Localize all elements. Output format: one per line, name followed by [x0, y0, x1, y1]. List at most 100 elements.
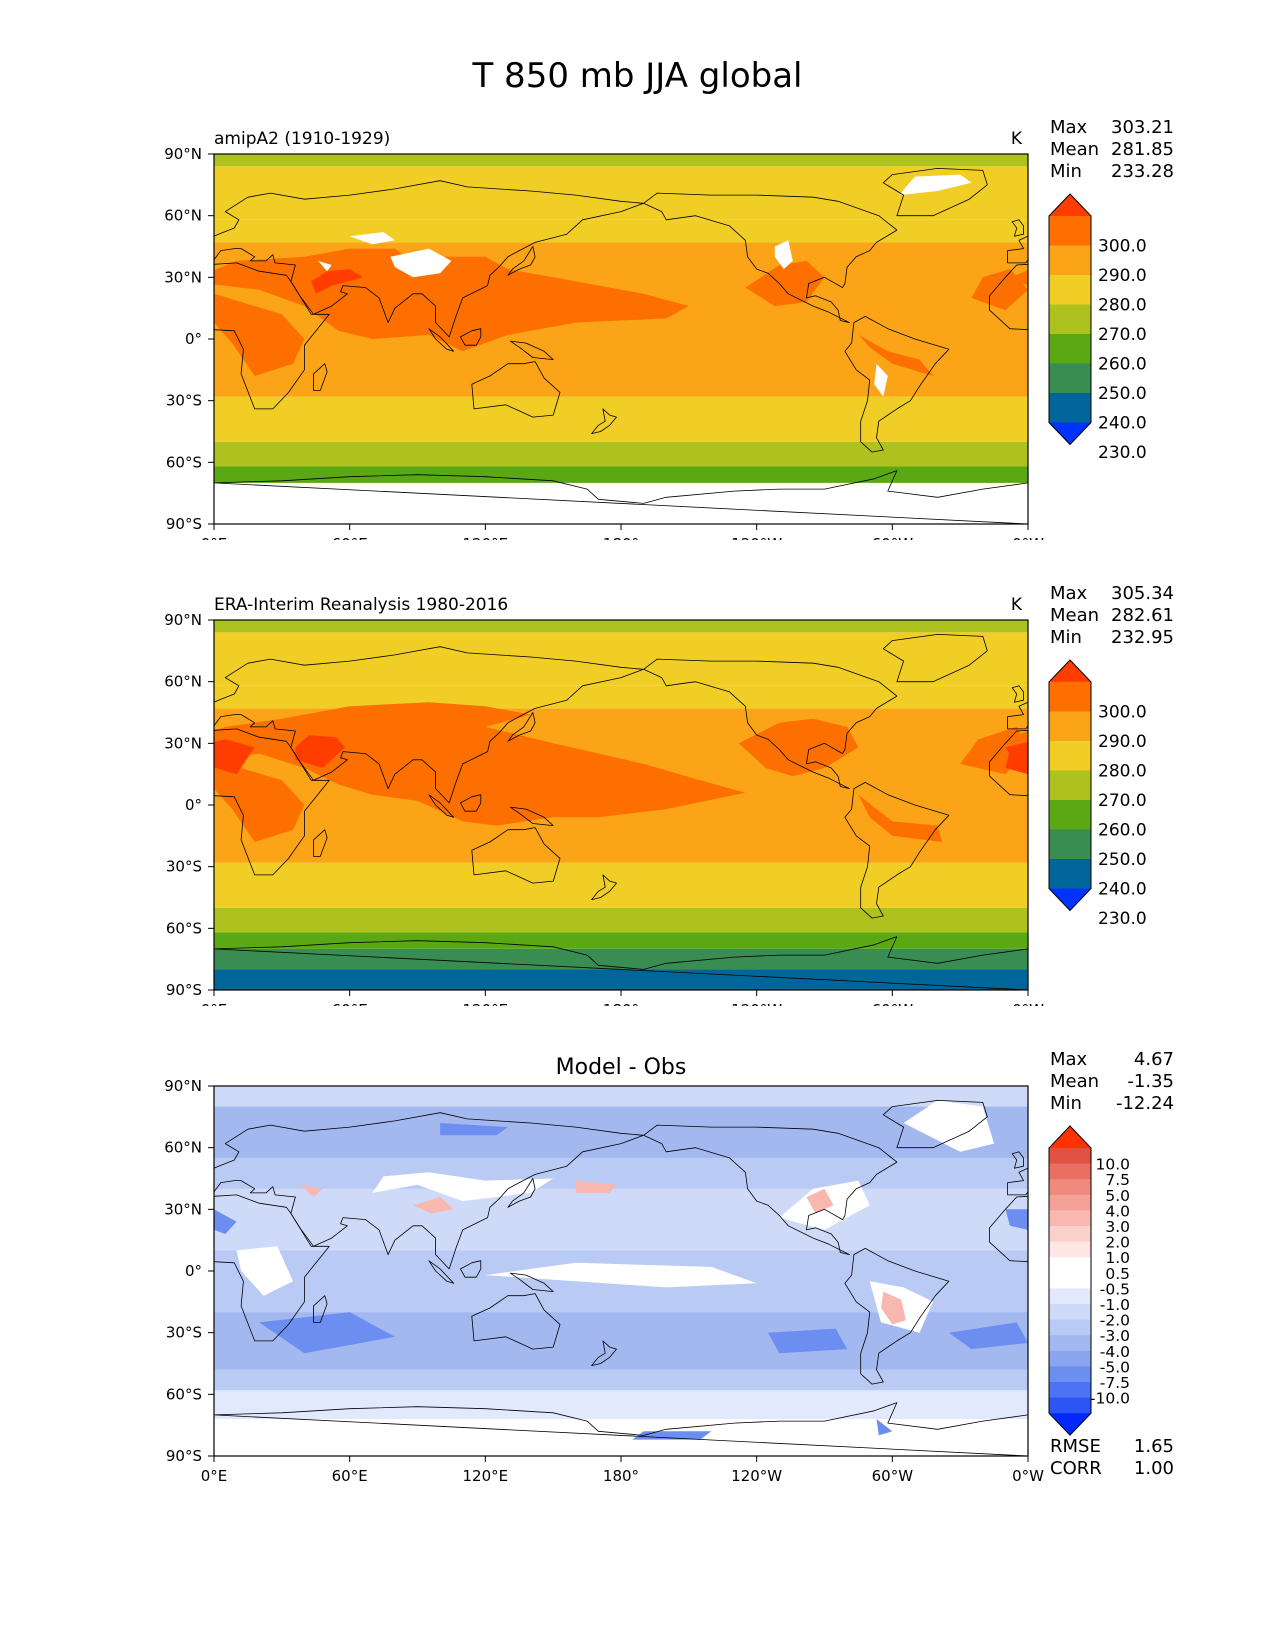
field-above-300	[1005, 747, 1028, 775]
colorbar-label: 240.0	[1098, 414, 1147, 434]
colorbar-segment	[1049, 334, 1091, 364]
coastline-newguinea	[509, 340, 554, 361]
coastline-north_america	[643, 658, 898, 790]
x-tick-label: 60°W	[872, 535, 914, 540]
stat-value: 233.28	[1111, 161, 1174, 182]
field-290-300	[0, 261, 11, 306]
colorbar-outline	[1048, 193, 1092, 446]
y-tick-label: 60°S	[166, 919, 202, 937]
coastline-north_america	[643, 192, 898, 324]
colorbar-segment	[1049, 1241, 1091, 1258]
colorbar-label: 10.0	[1095, 1156, 1130, 1174]
coastline-eurasia	[214, 180, 644, 338]
stat-value: 282.61	[1111, 605, 1174, 626]
y-tick-label: 90°N	[164, 1077, 202, 1095]
x-tick-label: 120°W	[731, 1467, 782, 1485]
colorbar-segment	[1049, 1194, 1091, 1211]
coastline-antarctica	[214, 470, 1028, 524]
colorbar-segment	[1049, 1163, 1091, 1180]
coastline-uk	[1011, 1151, 1024, 1169]
field-290-300	[44, 795, 128, 842]
field-positive	[575, 1180, 617, 1193]
field-missing	[390, 248, 452, 278]
panel-label: amipA2 (1910-1929)	[214, 129, 390, 149]
colorbar-label: 5.0	[1105, 1187, 1130, 1205]
coastline-antarctica	[1027, 948, 1028, 950]
colorbar-label: -7.5	[1100, 1374, 1130, 1392]
field-band	[214, 396, 1028, 442]
coastline-antarctica	[1027, 482, 1028, 484]
panel-difference: 0°E 60°E 120°E 180° 120°W 60°W 0°W 90°N 60°N 30°N…	[69, 1052, 1174, 1485]
x-tick-label: 60°W	[872, 1467, 914, 1485]
y-tick-label: 0°	[185, 796, 202, 814]
field-positive	[881, 1291, 906, 1325]
x-tick-label: 120°E	[463, 535, 509, 540]
coastline-africa	[214, 728, 330, 876]
field-band	[214, 154, 1028, 167]
field-positive	[413, 1197, 454, 1214]
panel-observation: 0°E 60°E 120°E 180° 120°W 60°W 0°W 90°N 60°N 30°N…	[44, 586, 1174, 1006]
colorbar-label: -4.0	[1100, 1343, 1130, 1361]
coastline-madagascar	[313, 829, 328, 857]
map-field	[69, 1086, 1028, 1456]
y-tick-label: 0°	[185, 1262, 202, 1280]
panel-label: ERA-Interim Reanalysis 1980-2016	[214, 595, 508, 615]
colorbar-segment	[1049, 1350, 1091, 1367]
x-tick-label: 120°W	[731, 535, 782, 540]
colorbar-label: 240.0	[1098, 880, 1147, 900]
field-missing	[318, 260, 332, 272]
colorbar-label: -0.5	[1100, 1280, 1130, 1298]
panel-model: 0°E 60°E 120°E 180° 120°W 60°W 0°W 90°N 60°N 30°N…	[0, 120, 1268, 540]
y-tick-label: 60°N	[164, 1139, 202, 1157]
field-above-300	[295, 735, 346, 768]
x-tick-label: 0°W	[1012, 1467, 1044, 1485]
colorbar-segment	[1049, 393, 1091, 423]
colorbar-max-arrow	[1049, 194, 1091, 216]
stat-value: 232.95	[1111, 627, 1174, 648]
x-tick-label: 60°E	[332, 535, 368, 540]
coastline-newzealand	[591, 874, 617, 901]
field-near-zero	[485, 1262, 757, 1288]
x-tick-label: 60°E	[332, 1467, 368, 1485]
coastline-north_america	[643, 1124, 898, 1256]
coastline-australia	[471, 1293, 561, 1350]
colorbar-label: 270.0	[1098, 791, 1147, 811]
coastline-sumatra	[1243, 329, 1268, 352]
coastline-newzealand	[591, 1340, 617, 1367]
panel-units: K	[1011, 129, 1023, 149]
field-290-300	[214, 702, 746, 826]
field-negative	[768, 1328, 848, 1354]
field-above-300	[214, 739, 255, 775]
coastline-africa	[214, 262, 330, 410]
coastline-eurasia	[214, 646, 644, 804]
stat-value: 4.67	[1134, 1052, 1174, 1070]
colorbar-label: 270.0	[1098, 325, 1147, 345]
x-tick-label: 180°	[603, 1467, 639, 1485]
colorbar-label: 290.0	[1098, 266, 1147, 286]
colorbar-min-arrow	[1049, 1413, 1091, 1436]
x-tick-label: 0°E	[201, 1001, 228, 1006]
y-tick-label: 30°N	[164, 1200, 202, 1218]
colorbar-min-arrow	[1049, 888, 1091, 911]
colorbar-segment	[1049, 1335, 1091, 1352]
coastline-greenland	[69, 168, 173, 215]
field-band	[214, 466, 1028, 483]
x-tick-label: 120°W	[731, 1001, 782, 1006]
coastline-australia	[471, 827, 561, 884]
field-negative	[259, 1312, 395, 1354]
field-missing	[899, 174, 972, 196]
colorbar-segment	[1049, 1272, 1091, 1289]
stat-name: Max	[1050, 586, 1088, 604]
colorbar-segment	[1049, 1319, 1091, 1336]
coastline-greenland	[69, 1100, 173, 1147]
colorbar-segment	[1049, 711, 1091, 742]
stat-name: Mean	[1050, 605, 1099, 626]
coastline-south_america	[31, 316, 135, 452]
coastline-australia	[471, 361, 561, 418]
field-missing	[349, 232, 395, 245]
y-tick-label: 30°S	[166, 392, 202, 410]
y-tick-label: 90°N	[164, 145, 202, 163]
colorbar-min-arrow	[1049, 422, 1091, 445]
y-tick-label: 60°S	[166, 453, 202, 471]
colorbar-segment	[1049, 363, 1091, 394]
